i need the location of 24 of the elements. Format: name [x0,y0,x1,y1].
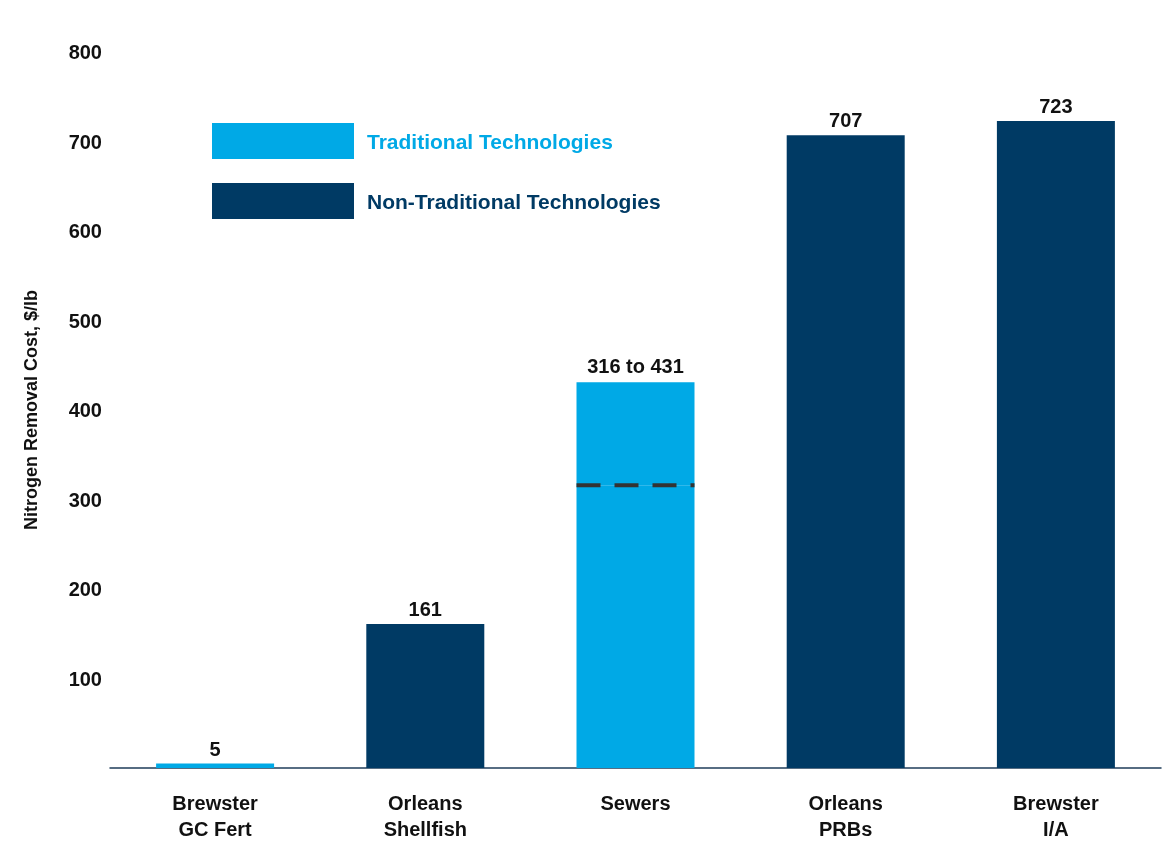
x-tick-label: Brewster I/A [1013,792,1099,840]
y-tick-label: 700 [68,130,102,153]
bar [786,135,905,768]
data-label: 161 [408,597,442,620]
bar [366,623,485,768]
x-tick-label: Orleans Shellfish [383,792,467,840]
x-tick-label: Sewers [600,792,671,814]
data-label: 723 [1039,94,1073,117]
x-tick-label: Orleans PRBs [808,792,883,840]
y-tick-label: 400 [68,399,102,421]
y-tick-label: 800 [68,41,102,63]
y-tick-label: 300 [68,488,102,511]
y-tick-label: 100 [68,667,102,690]
y-tick-label: 600 [68,220,102,242]
text: Traditional Technologies [367,129,613,153]
text: Non-Traditional Technologies [367,189,661,213]
y-tick-label: 200 [68,578,102,600]
data-label: 707 [829,109,863,132]
y-axis-title: Nitrogen Removal Cost, $/lb [21,289,41,531]
data-label: 5 [209,737,221,760]
bar [996,120,1115,768]
y-tick-label: 500 [68,309,102,332]
annotation: 316 to 431 [587,355,684,378]
x-tick-label: Brewster GC Fert [172,792,259,840]
